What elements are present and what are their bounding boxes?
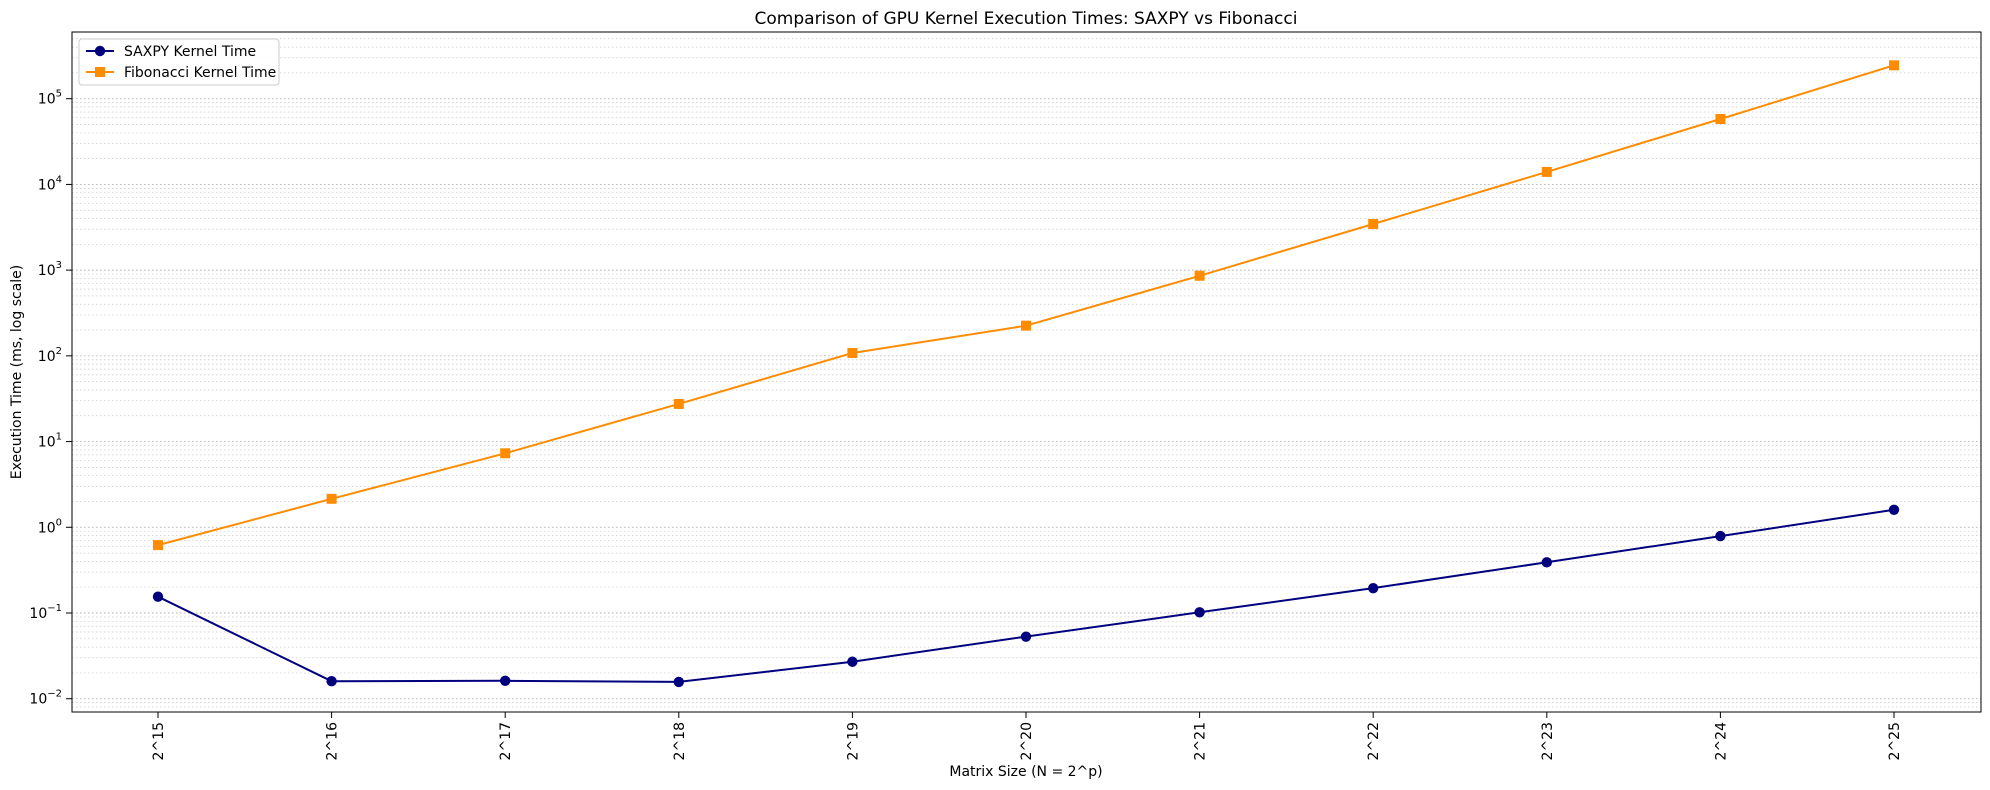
x-tick-label: 2^21 [1193,722,1209,760]
y-tick-label: 10−1 [29,603,62,622]
data-point [1888,504,1900,515]
series-line [157,64,1895,547]
y-tick-label: 103 [38,260,62,279]
x-tick-label: 2^24 [1713,722,1729,761]
y-tick-label: 105 [38,89,62,108]
data-point [673,398,684,409]
data-point [1889,60,1899,71]
y-axis-label: Execution Time (ms, log scale) [9,265,25,479]
data-point [673,676,684,688]
series-2 [153,60,1899,551]
data-point [1541,166,1552,177]
x-tick-label: 2^18 [672,722,688,760]
data-point [326,493,337,504]
x-tick-label: 2^25 [1887,722,1903,760]
legend-label: SAXPY Kernel Time [124,44,256,60]
x-tick-label: 2^22 [1366,722,1382,760]
series-1 [152,504,1900,688]
x-tick-label: 2^15 [151,722,167,760]
data-point [152,591,164,602]
data-point [1194,270,1205,281]
x-tick-label: 2^20 [1019,722,1035,760]
x-tick-label: 2^16 [325,722,341,761]
data-point [153,540,163,551]
x-tick-label: 2^23 [1540,722,1556,760]
legend-marker [94,45,106,57]
legend-marker [95,67,105,77]
data-point [1368,219,1379,230]
y-tick-label: 102 [38,346,62,365]
plot-frame [71,31,1982,713]
chart-title: Comparison of GPU Kernel Execution Times… [755,9,1298,29]
series-line [157,508,1895,683]
data-point [500,675,511,686]
x-tick-label: 2^17 [498,722,514,760]
data-point [1541,557,1553,568]
data-point [1368,582,1379,594]
data-point [1194,607,1205,618]
x-axis-ticks: 2^15 2^16 2^17 2^18 2^19 2^20 2^21 2^22 2^23 2^24… [151,712,1903,760]
x-tick-label: 2^19 [845,722,861,760]
y-tick-label: 101 [38,432,62,451]
x-axis-label: Matrix Size (N = 2^p) [949,764,1102,780]
data-point [1715,113,1726,124]
series-layer [152,60,1900,688]
data-point [847,656,858,667]
y-tick-label: 104 [38,174,62,193]
grid-lines [72,31,1981,713]
data-point [500,448,511,459]
legend-box [78,38,280,86]
legend: SAXPY Kernel Time Fibonacci Kernel Time [78,38,280,86]
legend-label: Fibonacci Kernel Time [124,65,276,81]
data-point [1021,320,1031,331]
y-axis-ticks: 10−2 10−1 100 101 102 103 104 105 [29,89,72,708]
data-point [1715,530,1726,542]
data-point [847,347,858,358]
y-tick-label: 100 [38,517,62,536]
data-point [326,676,337,687]
data-point [1020,631,1032,642]
y-tick-label: 10−2 [29,689,62,708]
